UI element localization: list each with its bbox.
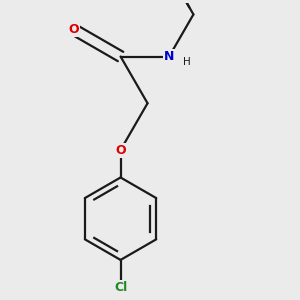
Text: O: O xyxy=(68,23,79,36)
Text: N: N xyxy=(164,50,174,63)
Text: Cl: Cl xyxy=(114,281,127,294)
Text: O: O xyxy=(115,143,126,157)
Text: H: H xyxy=(183,57,191,68)
